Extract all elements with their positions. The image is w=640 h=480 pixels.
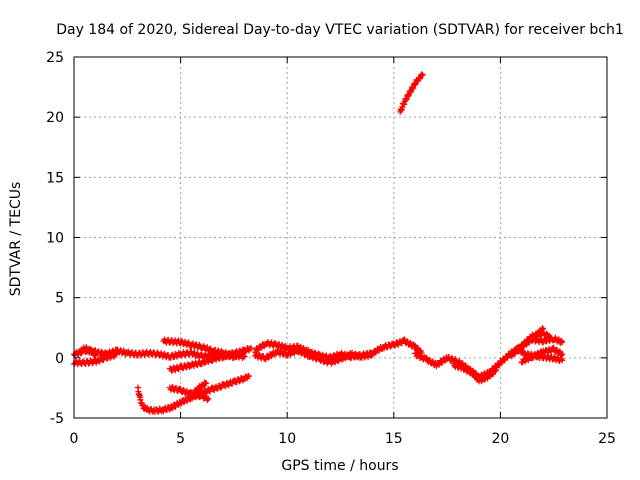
data-point	[429, 358, 436, 365]
series-track-f	[134, 372, 252, 415]
data-markers	[71, 71, 566, 415]
y-tick-label: 0	[55, 351, 64, 367]
x-tick-label: 25	[598, 431, 616, 447]
x-tick-label: 5	[176, 431, 185, 447]
data-point	[205, 395, 212, 402]
data-point	[89, 347, 96, 354]
series-track-e	[166, 345, 254, 374]
data-point	[257, 345, 264, 352]
series-track-b	[71, 350, 120, 368]
data-point	[559, 357, 566, 364]
x-axis-label: GPS time / hours	[281, 458, 398, 474]
data-point	[472, 372, 479, 379]
chart-title: Day 184 of 2020, Sidereal Day-to-day VTE…	[56, 22, 624, 38]
y-tick-label: 25	[46, 50, 64, 66]
data-point	[217, 384, 224, 391]
data-point	[198, 392, 205, 399]
data-point	[199, 383, 206, 390]
series-track-c	[77, 344, 99, 359]
data-point	[558, 355, 565, 362]
data-point	[247, 345, 254, 352]
data-point	[417, 75, 424, 82]
y-tick-label: 5	[55, 291, 64, 307]
data-point	[112, 350, 119, 357]
grid-lines	[74, 57, 607, 418]
data-point	[169, 405, 176, 412]
data-point	[241, 353, 248, 360]
y-tick-label: 20	[46, 110, 64, 126]
data-point	[459, 363, 466, 370]
data-point	[559, 339, 566, 346]
data-point	[418, 71, 425, 78]
data-point	[233, 379, 240, 386]
data-point	[203, 380, 210, 387]
series-track-h	[190, 379, 210, 397]
y-tick-label: -5	[50, 411, 64, 427]
data-point	[419, 72, 426, 79]
x-tick-label: 20	[491, 431, 509, 447]
axis-tick-labels: 0 5 10 15 20 25 -5 0 5 10 15 20 25	[46, 50, 616, 447]
data-point	[92, 352, 99, 359]
x-tick-label: 15	[385, 431, 403, 447]
data-point	[369, 351, 376, 358]
series-track-p	[529, 334, 566, 346]
series-track-j	[252, 346, 376, 367]
data-point	[412, 81, 419, 88]
data-point	[492, 367, 499, 374]
x-tick-label: 10	[278, 431, 296, 447]
data-point	[522, 340, 529, 347]
data-point	[245, 372, 252, 379]
series-track-q	[397, 71, 426, 115]
data-point	[113, 351, 120, 358]
data-point	[265, 354, 272, 361]
data-point	[188, 348, 195, 355]
data-point	[204, 397, 211, 403]
data-point	[559, 351, 566, 358]
y-tick-label: 10	[46, 231, 64, 247]
y-tick-label: 15	[46, 170, 64, 186]
x-tick-label: 0	[70, 431, 79, 447]
data-point	[493, 366, 500, 373]
axis-ticks	[73, 56, 608, 419]
series-track-l	[450, 360, 500, 385]
data-point	[519, 348, 526, 355]
data-point	[486, 373, 493, 380]
y-axis-label: SDTVAR / TECUs	[8, 182, 24, 297]
series-track-o	[512, 344, 566, 364]
